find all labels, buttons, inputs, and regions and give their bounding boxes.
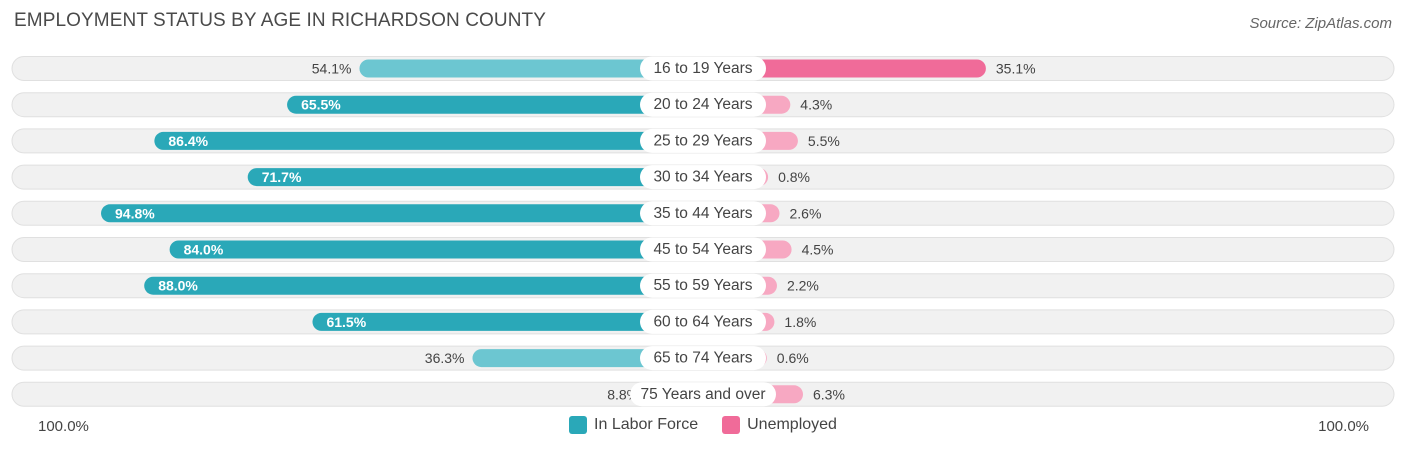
- legend-swatch-unemployed: [722, 416, 741, 434]
- category-label: 75 Years and over: [641, 386, 766, 403]
- label-unemployed: 2.6%: [790, 205, 822, 221]
- bar-labor-force: [169, 240, 704, 259]
- category-pill: [640, 309, 766, 334]
- category-label: 55 to 59 Years: [653, 277, 752, 294]
- label-unemployed: 4.3%: [800, 97, 832, 113]
- label-labor-force: 61.5%: [326, 314, 366, 330]
- category-pill: [640, 165, 766, 190]
- category-label: 35 to 44 Years: [653, 205, 752, 222]
- label-unemployed: 1.8%: [784, 314, 816, 330]
- label-unemployed: 0.6%: [777, 350, 809, 366]
- legend: In Labor Force Unemployed: [0, 416, 1406, 434]
- chart-title: EMPLOYMENT STATUS BY AGE IN RICHARDSON C…: [14, 10, 547, 31]
- label-unemployed: 4.5%: [802, 242, 834, 258]
- bar-unemployed: [703, 59, 986, 78]
- bar-labor-force: [154, 131, 704, 150]
- category-label: 16 to 19 Years: [653, 60, 752, 77]
- category-pill: [640, 56, 766, 81]
- legend-label-unemployed: Unemployed: [747, 416, 837, 433]
- bar-labor-force: [287, 95, 703, 114]
- label-labor-force: 94.8%: [115, 205, 155, 221]
- label-unemployed: 0.8%: [778, 169, 810, 185]
- label-labor-force: 65.5%: [301, 97, 341, 113]
- legend-label-labor: In Labor Force: [594, 416, 699, 433]
- label-labor-force: 36.3%: [425, 350, 465, 366]
- bar-labor-force: [312, 312, 703, 331]
- label-unemployed: 35.1%: [996, 61, 1036, 77]
- category-pill: [640, 201, 766, 226]
- label-labor-force: 71.7%: [262, 169, 302, 185]
- bar-labor-force: [359, 59, 703, 78]
- label-labor-force: 88.0%: [158, 278, 198, 294]
- category-label: 25 to 29 Years: [653, 132, 752, 149]
- chart-source: Source: ZipAtlas.com: [1249, 15, 1392, 32]
- category-pill: [640, 237, 766, 262]
- bar-labor-force: [247, 168, 703, 187]
- label-unemployed: 2.2%: [787, 278, 819, 294]
- category-label: 45 to 54 Years: [653, 241, 752, 258]
- category-pill: [630, 382, 776, 407]
- category-pill: [640, 273, 766, 298]
- category-pill: [640, 128, 766, 153]
- category-pill: [640, 346, 766, 371]
- axis-right-label: 100.0%: [1318, 418, 1369, 435]
- bar-labor-force: [101, 204, 703, 223]
- label-labor-force: 86.4%: [168, 133, 208, 149]
- legend-swatch-labor: [569, 416, 588, 434]
- category-pill: [640, 92, 766, 117]
- category-label: 30 to 34 Years: [653, 169, 752, 186]
- axis-left-label: 100.0%: [38, 418, 89, 435]
- legend-item-unemployed[interactable]: Unemployed: [722, 416, 837, 434]
- bar-labor-force: [144, 276, 703, 295]
- legend-item-labor[interactable]: In Labor Force: [569, 416, 698, 434]
- category-label: 20 to 24 Years: [653, 96, 752, 113]
- label-unemployed: 6.3%: [813, 386, 845, 402]
- category-label: 60 to 64 Years: [653, 313, 752, 330]
- label-unemployed: 5.5%: [808, 133, 840, 149]
- label-labor-force: 84.0%: [184, 242, 224, 258]
- category-label: 65 to 74 Years: [653, 350, 752, 367]
- label-labor-force: 54.1%: [312, 61, 352, 77]
